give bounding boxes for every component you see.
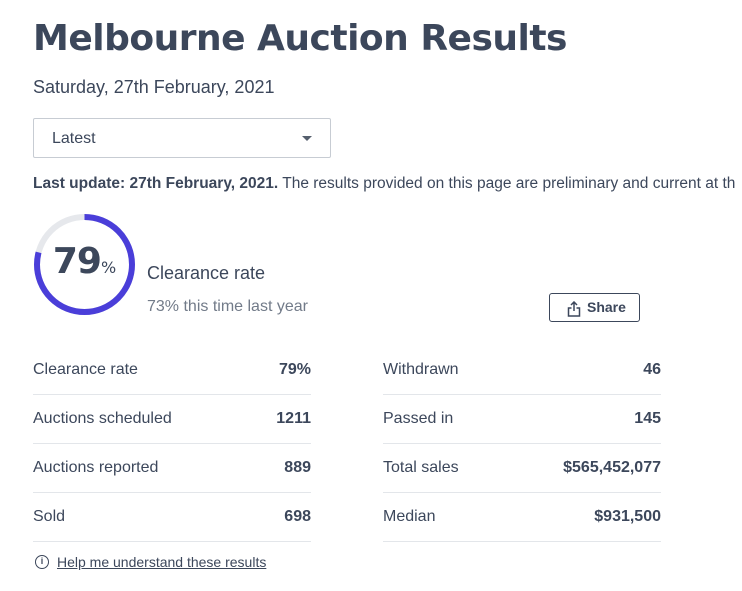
stat-value: $565,452,077 bbox=[563, 459, 661, 476]
share-icon bbox=[567, 301, 581, 317]
info-icon: i bbox=[35, 555, 49, 569]
caret-down-icon bbox=[302, 136, 312, 141]
stat-label: Median bbox=[383, 508, 436, 525]
stat-row-sold: Sold 698 bbox=[33, 493, 311, 542]
stat-label: Passed in bbox=[383, 410, 454, 427]
stat-label: Total sales bbox=[383, 459, 459, 476]
share-label: Share bbox=[587, 299, 626, 315]
stat-value: 1211 bbox=[276, 410, 311, 427]
stat-row-total-sales: Total sales $565,452,077 bbox=[383, 444, 661, 493]
help-link[interactable]: Help me understand these results bbox=[57, 554, 267, 570]
clearance-percent-sign: % bbox=[100, 258, 117, 277]
clearance-value: 79% bbox=[33, 241, 136, 282]
stat-value: 79% bbox=[278, 361, 311, 378]
stats-table-right: Withdrawn 46 Passed in 145 Total sales $… bbox=[383, 346, 661, 542]
clearance-label: Clearance rate bbox=[147, 263, 266, 283]
period-select[interactable]: Latest bbox=[33, 118, 331, 158]
last-update-notice: Last update: 27th February, 2021. The re… bbox=[33, 175, 742, 193]
stat-label: Sold bbox=[33, 508, 66, 525]
page-title: Melbourne Auction Results bbox=[33, 18, 568, 59]
stat-value: 889 bbox=[284, 459, 311, 476]
stat-row-passed-in: Passed in 145 bbox=[383, 395, 661, 444]
share-button[interactable]: Share bbox=[549, 293, 640, 322]
stat-value: $931,500 bbox=[594, 508, 661, 525]
stat-row-median: Median $931,500 bbox=[383, 493, 661, 542]
stat-row-withdrawn: Withdrawn 46 bbox=[383, 346, 661, 395]
stat-value: 698 bbox=[284, 508, 311, 525]
results-date: Saturday, 27th February, 2021 bbox=[33, 77, 275, 97]
clearance-last-year: 73% this time last year bbox=[147, 298, 308, 315]
clearance-number: 79 bbox=[52, 241, 102, 282]
last-update-text: The results provided on this page are pr… bbox=[278, 175, 736, 192]
gauge-progress-arc bbox=[34, 214, 135, 315]
stat-label: Auctions scheduled bbox=[33, 410, 172, 427]
stat-row-clearance-rate: Clearance rate 79% bbox=[33, 346, 311, 395]
stat-label: Clearance rate bbox=[33, 361, 138, 378]
help-link-row[interactable]: i Help me understand these results bbox=[35, 554, 266, 570]
stat-value: 46 bbox=[643, 361, 661, 378]
stat-label: Withdrawn bbox=[383, 361, 459, 378]
last-update-date: Last update: 27th February, 2021. bbox=[33, 175, 279, 192]
stat-label: Auctions reported bbox=[33, 459, 159, 476]
clearance-gauge bbox=[34, 214, 135, 315]
stats-table-left: Clearance rate 79% Auctions scheduled 12… bbox=[33, 346, 311, 542]
stat-row-auctions-reported: Auctions reported 889 bbox=[33, 444, 311, 493]
stat-row-auctions-scheduled: Auctions scheduled 1211 bbox=[33, 395, 311, 444]
period-select-value: Latest bbox=[52, 130, 96, 147]
stat-value: 145 bbox=[634, 410, 661, 427]
